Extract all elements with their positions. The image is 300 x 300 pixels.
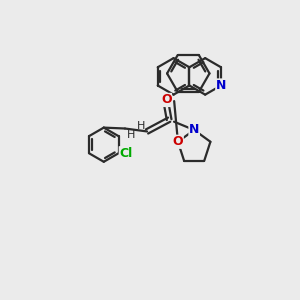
- Text: N: N: [189, 124, 200, 136]
- Text: O: O: [172, 135, 183, 148]
- Text: O: O: [161, 93, 172, 106]
- Text: N: N: [216, 79, 226, 92]
- Text: H: H: [127, 130, 136, 140]
- Text: H: H: [136, 121, 145, 131]
- Text: Cl: Cl: [119, 147, 133, 160]
